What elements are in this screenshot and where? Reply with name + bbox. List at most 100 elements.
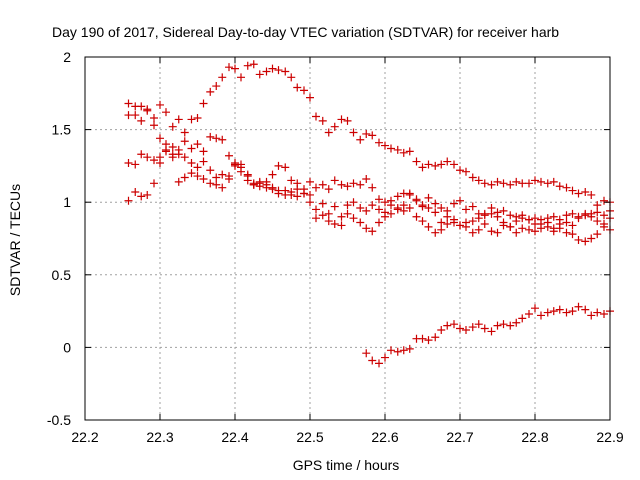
x-axis-label: GPS time / hours <box>293 457 400 473</box>
data-point <box>518 314 527 323</box>
data-point <box>174 177 183 186</box>
data-point <box>312 112 320 121</box>
x-tick-label: 22.5 <box>296 429 323 445</box>
data-point <box>293 83 302 92</box>
data-point <box>437 204 446 213</box>
data-point <box>281 67 290 76</box>
data-point <box>231 161 239 170</box>
data-point <box>124 99 133 108</box>
data-point <box>343 201 352 210</box>
data-point <box>281 163 290 172</box>
data-point <box>180 128 189 137</box>
data-point <box>568 230 577 239</box>
series-satellite-e <box>362 302 614 368</box>
data-point <box>318 199 327 208</box>
data-point <box>462 325 470 334</box>
data-point <box>356 204 365 213</box>
data-point <box>287 188 296 197</box>
data-point <box>255 179 264 188</box>
data-point <box>555 219 564 228</box>
data-point <box>124 158 133 167</box>
data-point <box>375 195 383 204</box>
data-point <box>537 311 545 320</box>
x-tick-label: 22.8 <box>521 429 548 445</box>
data-point <box>562 308 571 317</box>
data-point <box>218 135 227 144</box>
x-tick-label: 22.2 <box>71 429 98 445</box>
data-point <box>480 324 489 333</box>
data-point <box>487 180 496 189</box>
data-point <box>156 158 164 167</box>
data-point <box>312 183 320 192</box>
data-point <box>412 195 421 204</box>
data-point <box>587 209 596 218</box>
data-point <box>124 111 133 120</box>
data-point <box>468 217 477 226</box>
data-point <box>137 150 146 159</box>
data-point <box>324 217 333 226</box>
data-point <box>424 204 433 213</box>
data-point <box>268 170 277 179</box>
data-point <box>212 82 221 91</box>
data-point <box>349 179 358 188</box>
axis-ticks: 22.2 22.3 22.4 22.5 22.6 22.7 22.8 22.9 -0.5 0 0.5… <box>47 49 624 445</box>
data-point <box>318 180 327 189</box>
data-point <box>499 206 508 215</box>
data-point <box>443 212 452 221</box>
data-point <box>287 73 296 82</box>
data-point <box>487 227 496 236</box>
plot-frame <box>84 56 611 421</box>
data-point <box>549 212 558 221</box>
data-point <box>537 215 545 224</box>
data-point <box>462 218 470 227</box>
data-point <box>393 192 402 201</box>
data-point <box>300 86 308 95</box>
data-point <box>168 122 177 131</box>
data-point <box>587 311 596 320</box>
data-point <box>543 179 552 188</box>
data-point <box>168 153 177 162</box>
data-point <box>525 310 533 319</box>
data-point <box>387 196 395 205</box>
data-point <box>405 147 414 156</box>
data-point <box>356 218 365 227</box>
data-point <box>525 179 533 188</box>
data-point <box>531 176 539 185</box>
data-point <box>300 189 308 198</box>
data-point <box>375 218 383 227</box>
data-point <box>593 217 602 226</box>
data-point <box>375 359 383 368</box>
data-point <box>193 172 202 181</box>
data-point <box>381 141 389 150</box>
data-point <box>593 308 602 317</box>
data-point <box>468 228 477 237</box>
data-point <box>349 198 358 207</box>
data-point <box>387 209 395 218</box>
data-point <box>543 222 552 231</box>
data-point <box>356 135 365 144</box>
data-point <box>237 73 245 82</box>
x-tick-label: 22.3 <box>146 429 173 445</box>
data-point <box>337 212 346 221</box>
data-point <box>287 176 296 185</box>
data-point <box>243 61 252 70</box>
data-point <box>562 218 571 227</box>
data-point <box>150 121 158 130</box>
data-point <box>318 116 327 125</box>
series-satellite-c <box>124 143 614 228</box>
data-point <box>187 144 196 153</box>
data-point <box>531 227 539 236</box>
data-point <box>518 224 527 233</box>
data-point <box>555 182 564 191</box>
data-point <box>437 218 446 227</box>
data-point <box>600 211 608 220</box>
data-point <box>381 353 389 362</box>
data-point <box>499 179 508 188</box>
data-point <box>199 157 208 166</box>
data-point <box>418 217 427 226</box>
data-point <box>474 320 483 329</box>
data-point <box>368 183 377 192</box>
data-point <box>418 334 427 343</box>
data-point <box>506 321 515 330</box>
